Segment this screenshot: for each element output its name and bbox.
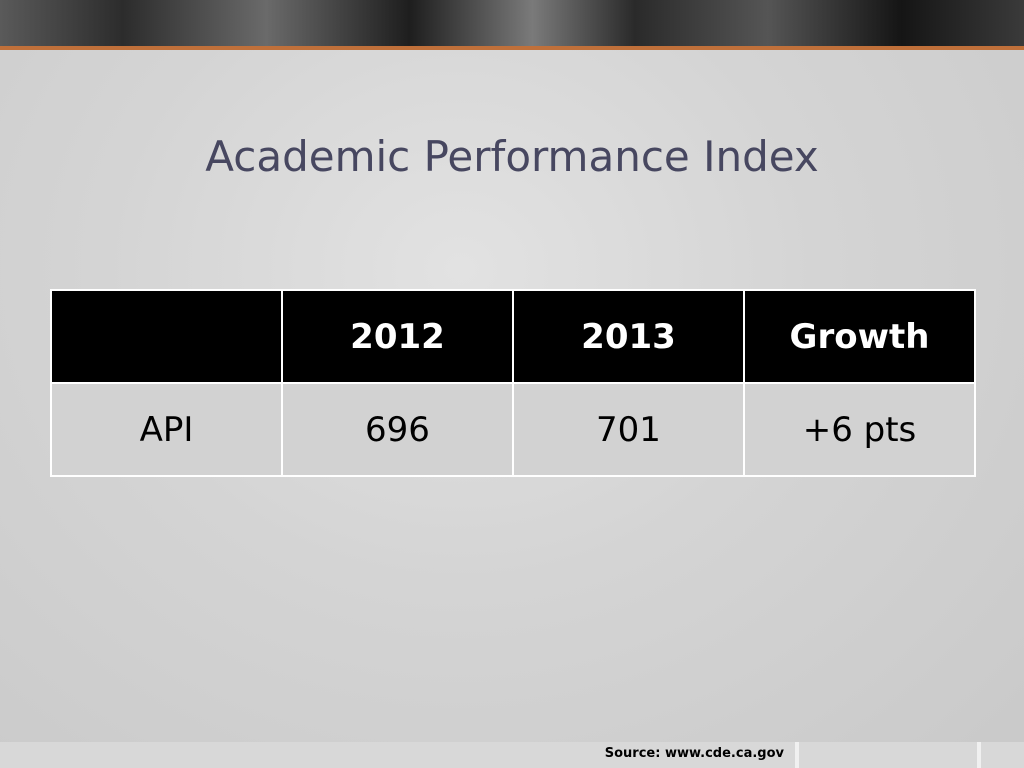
header-cell <box>50 289 283 384</box>
header-cell: 2013 <box>512 289 745 384</box>
body-row: API 696 701 +6 pts <box>50 382 976 477</box>
source-note: Source: www.cde.ca.gov <box>604 746 784 761</box>
slide-title: Academic Performance Index <box>205 132 819 181</box>
footer-divider <box>795 742 799 768</box>
footer-bar <box>0 742 1024 768</box>
header-cell: Growth <box>743 289 976 384</box>
header-cell: 2012 <box>281 289 514 384</box>
footer-divider <box>977 742 981 768</box>
banner <box>0 0 1024 46</box>
body-cell: +6 pts <box>743 382 976 477</box>
body-cell: 701 <box>512 382 745 477</box>
api-table: 2012 2013 Growth API 696 701 +6 pts <box>50 289 976 477</box>
header-row: 2012 2013 Growth <box>50 289 976 384</box>
row-label: API <box>50 382 283 477</box>
body-cell: 696 <box>281 382 514 477</box>
accent-rule <box>0 46 1024 50</box>
